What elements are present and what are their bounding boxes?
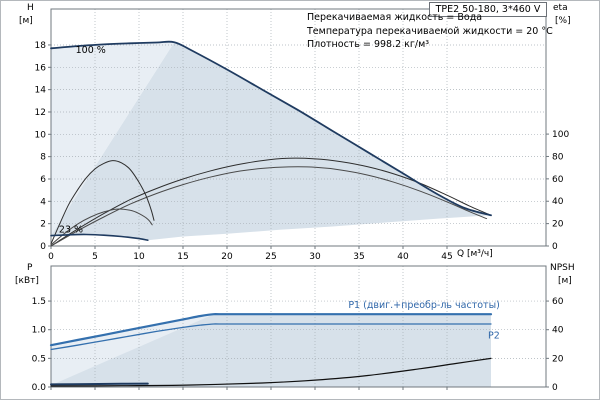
qh-curve-100pct xyxy=(50,40,492,217)
p2-curve xyxy=(50,323,492,351)
info-line-temperature: Температура перекачиваемой жидкости = 20… xyxy=(307,25,553,37)
p-axis-title: P xyxy=(27,263,33,273)
x-tick-label: 15 xyxy=(177,252,188,262)
y-tick-label: 10 xyxy=(35,130,47,140)
p-min-speed-curve xyxy=(50,382,149,386)
plot-frame xyxy=(50,265,547,388)
info-line-liquid: Перекачиваемая жидкость = Вода xyxy=(307,12,483,23)
npsh-curve xyxy=(50,357,492,387)
eta-curve-min-speed-small xyxy=(50,208,153,246)
eta-curve-min-speed-tall xyxy=(50,160,155,245)
y-tick-label: 8 xyxy=(40,153,46,163)
right-tick-label: 0 xyxy=(552,383,558,393)
h-axis-title: H xyxy=(27,3,34,13)
right-tick-label: 40 xyxy=(552,326,564,336)
label-23pct: 23 % xyxy=(59,225,83,236)
x-tick-label: 30 xyxy=(309,252,321,262)
right-tick-label: 100 xyxy=(552,130,569,140)
y-tick-label: 6 xyxy=(40,175,46,185)
npsh-axis-unit: [м] xyxy=(558,276,572,286)
plot-frame xyxy=(50,8,547,247)
y-tick-label: 2 xyxy=(40,220,46,230)
right-tick-label: 20 xyxy=(552,220,564,230)
y-tick-label: 14 xyxy=(35,86,47,96)
right-tick-label: 60 xyxy=(552,175,564,185)
right-tick-label: 80 xyxy=(552,152,564,162)
y-tick-label: 4 xyxy=(40,197,46,207)
eta-curve-full-speed-a xyxy=(50,157,492,247)
p1-curve xyxy=(49,313,493,347)
y-tick-label: 0.0 xyxy=(32,383,47,393)
eta-curve-full-speed-b xyxy=(50,166,488,247)
y-tick-label: 1.5 xyxy=(32,297,46,307)
x-tick-label: 35 xyxy=(353,252,364,262)
eta-axis-unit: [%] xyxy=(555,16,571,26)
x-tick-label: 40 xyxy=(397,252,409,262)
info-line-density: Плотность = 998.2 кг/м³ xyxy=(307,39,430,50)
y-tick-label: 0 xyxy=(40,242,46,252)
label-p1: P1 (двиг.+преобр-ль частоты) xyxy=(348,300,499,311)
q-axis-title: Q [м³/ч] xyxy=(457,249,493,259)
right-tick-label: 0 xyxy=(552,242,558,252)
eta-axis-title: eta xyxy=(553,3,568,13)
right-tick-label: 20 xyxy=(552,354,564,364)
y-tick-label: 12 xyxy=(35,108,46,118)
y-tick-label: 18 xyxy=(35,41,47,51)
y-tick-label: 0.5 xyxy=(32,354,46,364)
liquid-info-block: Перекачиваемая жидкость = Вода Температу… xyxy=(307,11,553,52)
y-tick-label: 16 xyxy=(35,63,47,73)
qh-curve-23pct xyxy=(50,233,149,241)
x-tick-label: 25 xyxy=(265,252,276,262)
x-tick-label: 5 xyxy=(92,252,98,262)
x-tick-label: 10 xyxy=(133,252,145,262)
npsh-axis-title: NPSH xyxy=(550,263,575,273)
label-100pct: 100 % xyxy=(76,45,106,56)
pump-type-title-box: TPE2 50-180, 3*460 V xyxy=(429,2,547,17)
right-tick-label: 60 xyxy=(552,297,564,307)
p-axis-unit: [кВт] xyxy=(15,276,39,286)
label-p2: P2 xyxy=(488,330,500,341)
right-tick-label: 40 xyxy=(552,197,564,207)
operating-envelope-upper-left xyxy=(51,42,175,236)
x-tick-label: 20 xyxy=(221,252,233,262)
h-axis-unit: [м] xyxy=(19,16,33,26)
x-tick-label: 0 xyxy=(48,252,54,262)
x-tick-label: 45 xyxy=(441,252,452,262)
power-envelope-upper-left xyxy=(51,314,214,386)
y-tick-label: 1.0 xyxy=(32,326,47,336)
